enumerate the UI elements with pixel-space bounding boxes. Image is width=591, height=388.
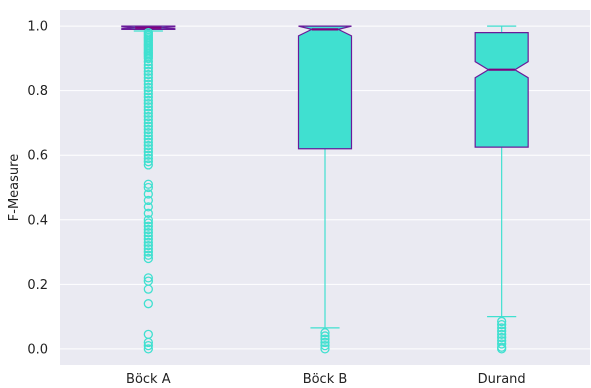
outlier-point <box>143 153 153 164</box>
outlier-point <box>143 195 153 206</box>
outlier-point <box>320 337 330 348</box>
notched-box <box>474 31 529 148</box>
outlier-point <box>497 339 507 349</box>
outlier-point <box>143 344 153 354</box>
y-tick-label: 0.2 <box>27 278 48 293</box>
outlier-point <box>143 56 153 67</box>
outlier-point <box>143 224 153 235</box>
outlier-point <box>143 231 153 241</box>
outlier-point <box>143 150 153 160</box>
outlier-point <box>143 189 153 199</box>
outlier-point <box>143 160 153 170</box>
box-group <box>297 25 353 354</box>
outlier-point <box>143 73 153 83</box>
outlier-point <box>143 98 153 109</box>
outlier-point <box>143 127 153 138</box>
x-tick-label: Böck B <box>303 372 348 387</box>
outlier-point <box>143 147 153 157</box>
y-tick-label: 0.8 <box>27 84 48 99</box>
outlier-point <box>143 284 153 294</box>
y-tick-label: 0.6 <box>27 149 48 164</box>
outlier-point <box>143 228 153 238</box>
outlier-point <box>143 182 153 193</box>
outlier-point <box>143 337 153 348</box>
outlier-point <box>143 79 153 89</box>
outlier-point <box>143 111 153 122</box>
outlier-point <box>143 105 153 115</box>
outlier-point <box>143 63 153 73</box>
outlier-point <box>143 89 153 99</box>
outlier-point <box>143 299 153 309</box>
outlier-point <box>143 157 153 167</box>
outlier-point <box>143 253 153 264</box>
outlier-point <box>143 215 153 225</box>
outlier-point <box>497 326 507 336</box>
outlier-point <box>143 250 153 260</box>
outlier-point <box>143 208 153 218</box>
outlier-point <box>320 334 330 344</box>
outlier-point <box>143 92 153 102</box>
outlier-point <box>143 137 153 147</box>
x-tick-labels: Böck A Böck B Durand <box>126 372 526 387</box>
y-tick-labels: 0.0 0.2 0.4 0.6 0.8 1.0 <box>27 20 48 358</box>
outlier-point <box>143 140 153 151</box>
outlier-point <box>143 95 153 106</box>
outlier-point <box>320 331 330 341</box>
y-tick-label: 0.0 <box>27 342 48 357</box>
x-tick-label: Böck A <box>126 372 171 387</box>
outlier-point <box>320 328 330 338</box>
outlier-point <box>497 323 507 333</box>
outlier-point <box>143 340 153 351</box>
outlier-point <box>143 247 153 257</box>
x-tick-label: Durand <box>478 372 526 387</box>
outlier-point <box>143 124 153 135</box>
outlier-point <box>143 76 153 86</box>
outlier-point <box>143 179 153 189</box>
outlier-point <box>143 102 153 112</box>
outlier-point <box>497 316 507 327</box>
outlier-point <box>143 131 153 141</box>
outlier-point <box>143 234 153 244</box>
box-group <box>121 25 176 354</box>
outlier-point <box>143 53 153 64</box>
box-group <box>474 25 529 354</box>
outlier-point <box>143 218 153 228</box>
outlier-point <box>320 340 330 351</box>
outlier-point <box>320 344 330 354</box>
outlier-point <box>143 240 153 251</box>
y-axis-label: F-Measure <box>7 154 22 221</box>
y-tick-label: 0.4 <box>27 213 48 228</box>
box-series <box>121 25 529 354</box>
notched-box <box>297 25 353 150</box>
y-tick-label: 1.0 <box>27 20 48 35</box>
outlier-point <box>143 134 153 144</box>
outlier-point <box>143 60 153 70</box>
outlier-point <box>497 320 507 330</box>
outlier-point <box>143 108 153 118</box>
outlier-point <box>143 115 153 125</box>
outlier-point <box>143 273 153 283</box>
outlier-point <box>143 86 153 96</box>
outlier-point <box>143 244 153 254</box>
outlier-point <box>143 82 153 93</box>
outlier-point <box>143 69 153 80</box>
outlier-point <box>143 66 153 76</box>
outlier-point <box>143 202 153 212</box>
outlier-point <box>143 237 153 248</box>
outlier-point <box>497 332 507 343</box>
outlier-point <box>143 121 153 131</box>
outlier-point <box>497 344 507 354</box>
outlier-point <box>497 329 507 339</box>
outlier-point <box>143 221 153 231</box>
outlier-point <box>143 144 153 154</box>
outlier-point <box>143 118 153 128</box>
